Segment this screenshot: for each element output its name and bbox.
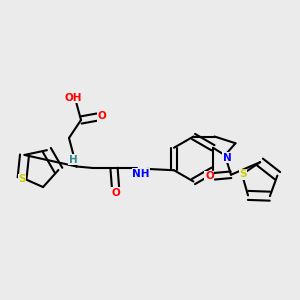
Text: OH: OH: [65, 92, 82, 103]
Text: N: N: [223, 153, 232, 163]
Text: O: O: [98, 111, 106, 122]
Text: NH: NH: [132, 169, 150, 179]
Text: O: O: [205, 171, 214, 181]
Text: H: H: [68, 155, 77, 165]
Text: S: S: [239, 169, 247, 179]
Text: O: O: [111, 188, 120, 198]
Text: S: S: [18, 174, 26, 184]
